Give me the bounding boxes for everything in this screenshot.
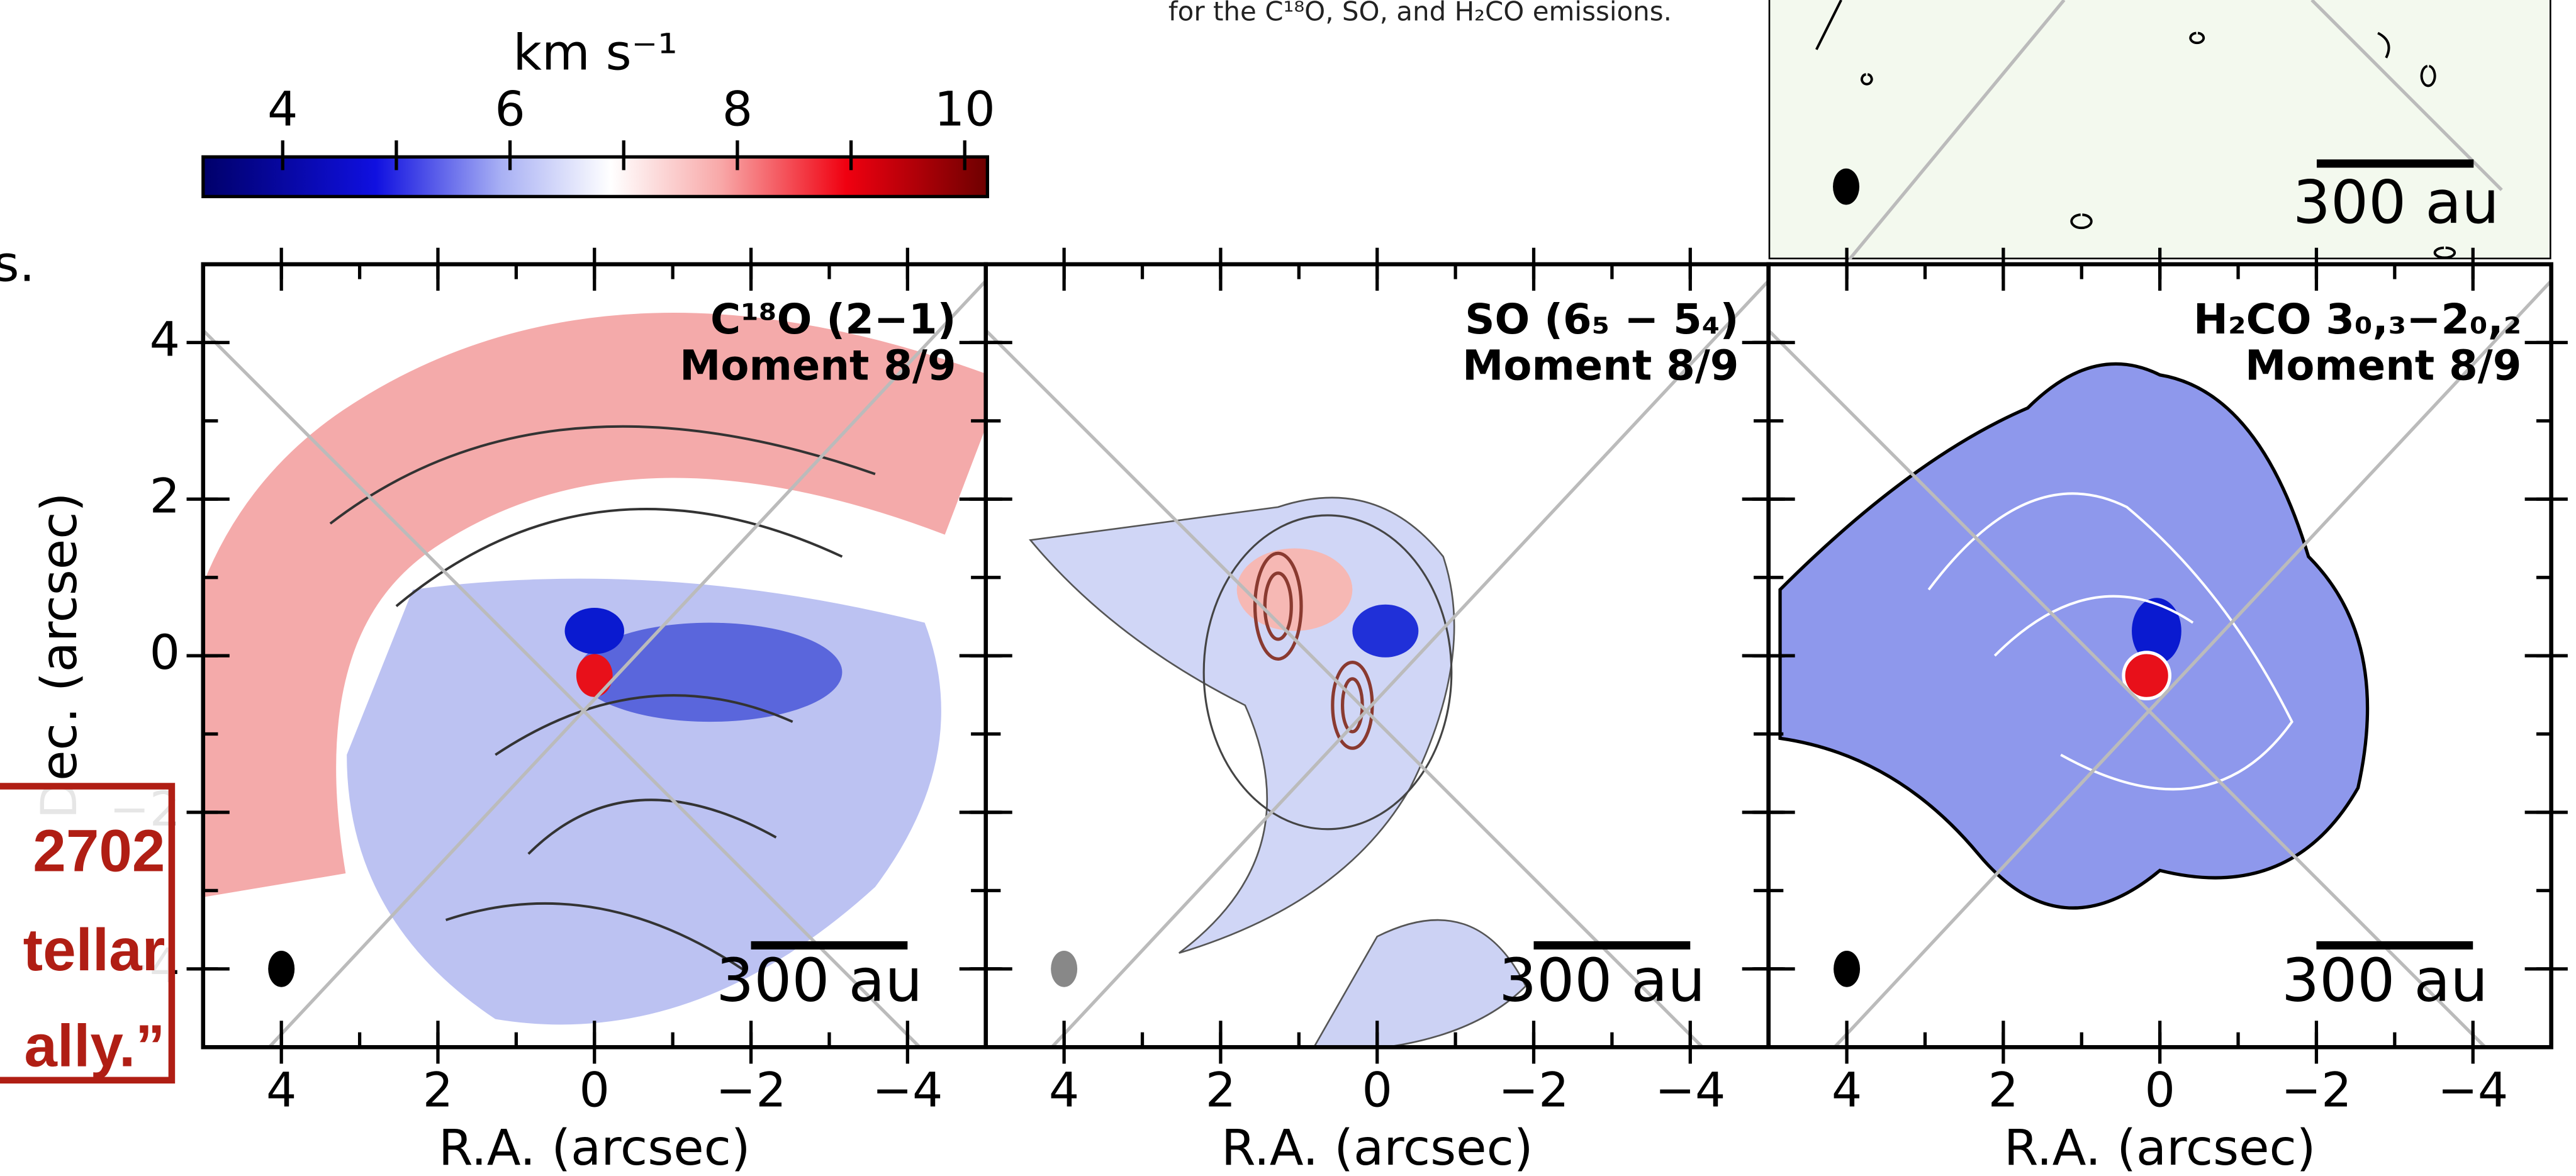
emission-region bbox=[1253, 551, 1303, 661]
emission-region bbox=[1263, 571, 1293, 641]
x-tick-label: −4 bbox=[872, 1062, 943, 1118]
top-panel bbox=[1768, 0, 2551, 260]
guide-line bbox=[203, 329, 922, 1048]
emission-region bbox=[329, 425, 876, 971]
emission-region bbox=[2132, 598, 2181, 664]
panel-subtitle: Moment 8/9 bbox=[680, 342, 956, 389]
beam bbox=[1834, 950, 1861, 987]
colorbar-tick-label: 8 bbox=[722, 81, 753, 137]
x-tick-label: −4 bbox=[1655, 1062, 1725, 1118]
y-tick-label: 0 bbox=[150, 624, 180, 680]
y-axis-label: Dec. (arcsec) bbox=[30, 493, 88, 819]
panel-title: C¹⁸O (2−1) bbox=[710, 296, 956, 344]
emission-region bbox=[1313, 919, 1527, 1048]
colorbar-tick-label: 6 bbox=[495, 81, 525, 137]
x-tick-label: 4 bbox=[1049, 1062, 1079, 1118]
x-tick-label: 4 bbox=[266, 1062, 296, 1118]
beam bbox=[268, 950, 295, 987]
scalebar-label: 300 au bbox=[2282, 946, 2488, 1016]
x-tick-label: −4 bbox=[2438, 1062, 2508, 1118]
panel-subtitle: Moment 8/9 bbox=[2245, 342, 2521, 389]
colorbar bbox=[201, 155, 989, 198]
callout-line: tellar bbox=[23, 917, 165, 983]
scalebar-label: 300 au bbox=[716, 946, 922, 1016]
scalebar-label: 300 au bbox=[1499, 946, 1705, 1016]
x-tick-label: 2 bbox=[1206, 1062, 1236, 1118]
emission-region bbox=[1202, 514, 1453, 831]
panel-subtitle: Moment 8/9 bbox=[1462, 342, 1739, 389]
panel-title: H₂CO 3₀,₃−2₀,₂ bbox=[2193, 296, 2521, 344]
guide-line bbox=[1833, 279, 2551, 1048]
x-tick-label: 2 bbox=[423, 1062, 453, 1118]
guide-line bbox=[1768, 329, 2488, 1048]
colorbar-tick-label: 10 bbox=[934, 81, 995, 137]
x-tick-label: −2 bbox=[2281, 1062, 2351, 1118]
x-tick-label: −2 bbox=[1498, 1062, 1569, 1118]
panel-title: SO (6₅ − 5₄) bbox=[1465, 296, 1739, 344]
callout-line: ally.” bbox=[24, 1012, 165, 1079]
x-tick-label: 2 bbox=[1988, 1062, 2019, 1118]
guide-line bbox=[267, 279, 986, 1048]
guide-line bbox=[1050, 279, 1769, 1048]
emission-region bbox=[1927, 492, 2293, 791]
callout-line: 2702 bbox=[33, 818, 165, 885]
colorbar-label: km s⁻¹ bbox=[513, 24, 677, 82]
map-panel bbox=[985, 264, 1769, 1048]
map-panel bbox=[203, 264, 986, 1048]
scalebar-label: 300 au bbox=[2293, 168, 2499, 237]
emission-region bbox=[1029, 496, 1455, 954]
x-tick-label: 0 bbox=[580, 1062, 610, 1118]
x-axis-label: R.A. (arcsec) bbox=[439, 1119, 751, 1176]
x-tick-label: 4 bbox=[1832, 1062, 1862, 1118]
emission-region bbox=[2122, 651, 2172, 700]
emission-region bbox=[564, 608, 625, 654]
caption-fragment: for the C¹⁸O, SO, and H₂CO emissions. bbox=[1168, 0, 1672, 27]
text-fragment: s. bbox=[0, 235, 35, 293]
emission-region bbox=[203, 313, 986, 897]
x-axis-label: R.A. (arcsec) bbox=[1221, 1119, 1533, 1176]
guide-line bbox=[985, 329, 1705, 1048]
y-tick-label: 2 bbox=[150, 468, 180, 524]
emission-region bbox=[576, 654, 613, 697]
callout-box bbox=[0, 783, 176, 1084]
x-axis-label: R.A. (arcsec) bbox=[2004, 1119, 2316, 1176]
colorbar-tick-label: 4 bbox=[267, 81, 298, 137]
x-tick-label: 0 bbox=[2144, 1062, 2175, 1118]
beam bbox=[1051, 950, 1078, 987]
x-tick-label: −2 bbox=[715, 1062, 786, 1118]
x-tick-label: 0 bbox=[1362, 1062, 1392, 1118]
emission-region bbox=[1352, 604, 1419, 658]
map-panel bbox=[1768, 264, 2551, 1048]
y-tick-label: 4 bbox=[150, 311, 180, 367]
